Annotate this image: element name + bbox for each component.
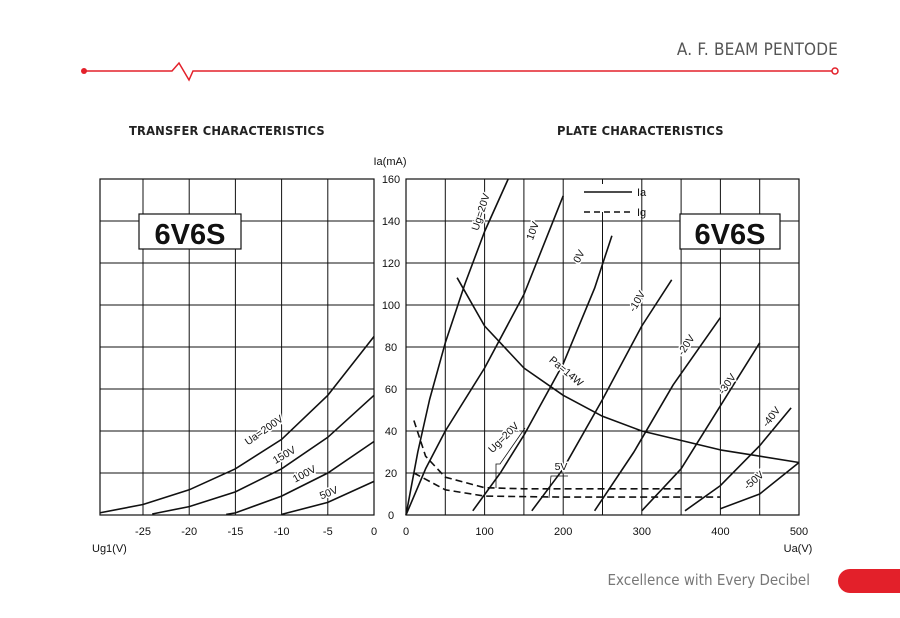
- curve-label: 5V: [555, 461, 568, 473]
- transfer-curve: [226, 440, 375, 516]
- footer-accent-pill: [838, 569, 900, 593]
- tube-label: 6V6S: [695, 219, 766, 251]
- x-tick-label: 500: [790, 526, 808, 538]
- legend-label: Ig: [637, 207, 646, 219]
- x-axis-label: Ua(V): [784, 543, 813, 555]
- x-tick-label: 300: [633, 526, 651, 538]
- y-tick-label: 20: [385, 468, 397, 480]
- x-tick-label: 400: [711, 526, 729, 538]
- ia-curve: [720, 461, 800, 510]
- transfer-chart-title: TRANSFER CHARACTERISTICS: [129, 123, 325, 138]
- curve-label: 50V: [318, 484, 340, 502]
- curve-label: -30V: [716, 372, 739, 397]
- ia-curve: [456, 277, 800, 464]
- y-tick-label: 120: [382, 258, 400, 270]
- ia-curve: [405, 195, 564, 516]
- x-tick-label: 0: [403, 526, 409, 538]
- line-end-circle: [831, 67, 839, 75]
- transfer-curve: [99, 336, 375, 514]
- legend-label: Ia: [637, 187, 647, 199]
- ia-curve: [684, 407, 792, 512]
- ig-curve: [413, 472, 721, 498]
- plate-chart: 0 20 40 60 80 100 120 140 160 Ia(mA) 0 100 200 300 400…: [374, 156, 813, 555]
- x-tick-label: 0: [371, 526, 377, 538]
- y-tick-label: 40: [385, 426, 397, 438]
- tube-label: 6V6S: [155, 219, 226, 251]
- transfer-chart: -25 -20 -15 -10 -5 0Ug1(V)6V6SUa=200V150V100V…: [92, 178, 377, 555]
- tube-label-box: [138, 213, 242, 250]
- curve-label: -10V: [627, 289, 648, 314]
- y-tick-label: 100: [382, 300, 400, 312]
- waveform-line: [84, 61, 832, 82]
- curve-label: -40V: [760, 405, 783, 430]
- transfer-curve: [281, 480, 375, 516]
- curve-label: Ug=20V: [470, 192, 493, 232]
- x-tick-label: -20: [181, 526, 197, 538]
- x-axis-label: Ug1(V): [92, 543, 127, 555]
- x-tick-label: 200: [554, 526, 572, 538]
- footer-slogan: Excellence with Every Decibel: [607, 571, 810, 589]
- curve-label: 100V: [291, 463, 318, 485]
- line-start-dot: [81, 68, 87, 74]
- x-tick-label: 100: [475, 526, 493, 538]
- curve-label: 150V: [271, 444, 298, 467]
- x-tick-label: -15: [227, 526, 243, 538]
- y-tick-label: 60: [385, 384, 397, 396]
- y-tick-label: 160: [382, 174, 400, 186]
- x-tick-label: -25: [135, 526, 151, 538]
- curve-label: 10V: [524, 220, 542, 242]
- transfer-curve: [152, 394, 375, 515]
- header-divider-line: [81, 61, 839, 82]
- y-tick-label: 0: [388, 510, 394, 522]
- y-tick-label: 80: [385, 342, 397, 354]
- ia-curve: [593, 317, 722, 512]
- y-axis-label: Ia(mA): [374, 156, 407, 168]
- x-tick-label: -10: [274, 526, 290, 538]
- tube-label-box: [679, 213, 781, 250]
- ia-curve: [405, 178, 509, 516]
- x-tick-label: -5: [323, 526, 333, 538]
- ia-curve: [472, 235, 613, 512]
- y-tick-label: 140: [382, 216, 400, 228]
- ia-curve: [641, 342, 761, 512]
- legend: Ia Ig: [582, 184, 647, 219]
- ia-curve: [531, 279, 673, 512]
- curve-label: Ug=20V: [486, 420, 522, 456]
- curve-label: -50V: [742, 469, 767, 492]
- header-title: A. F. BEAM PENTODE: [676, 40, 838, 60]
- plate-chart-title: PLATE CHARACTERISTICS: [557, 123, 724, 138]
